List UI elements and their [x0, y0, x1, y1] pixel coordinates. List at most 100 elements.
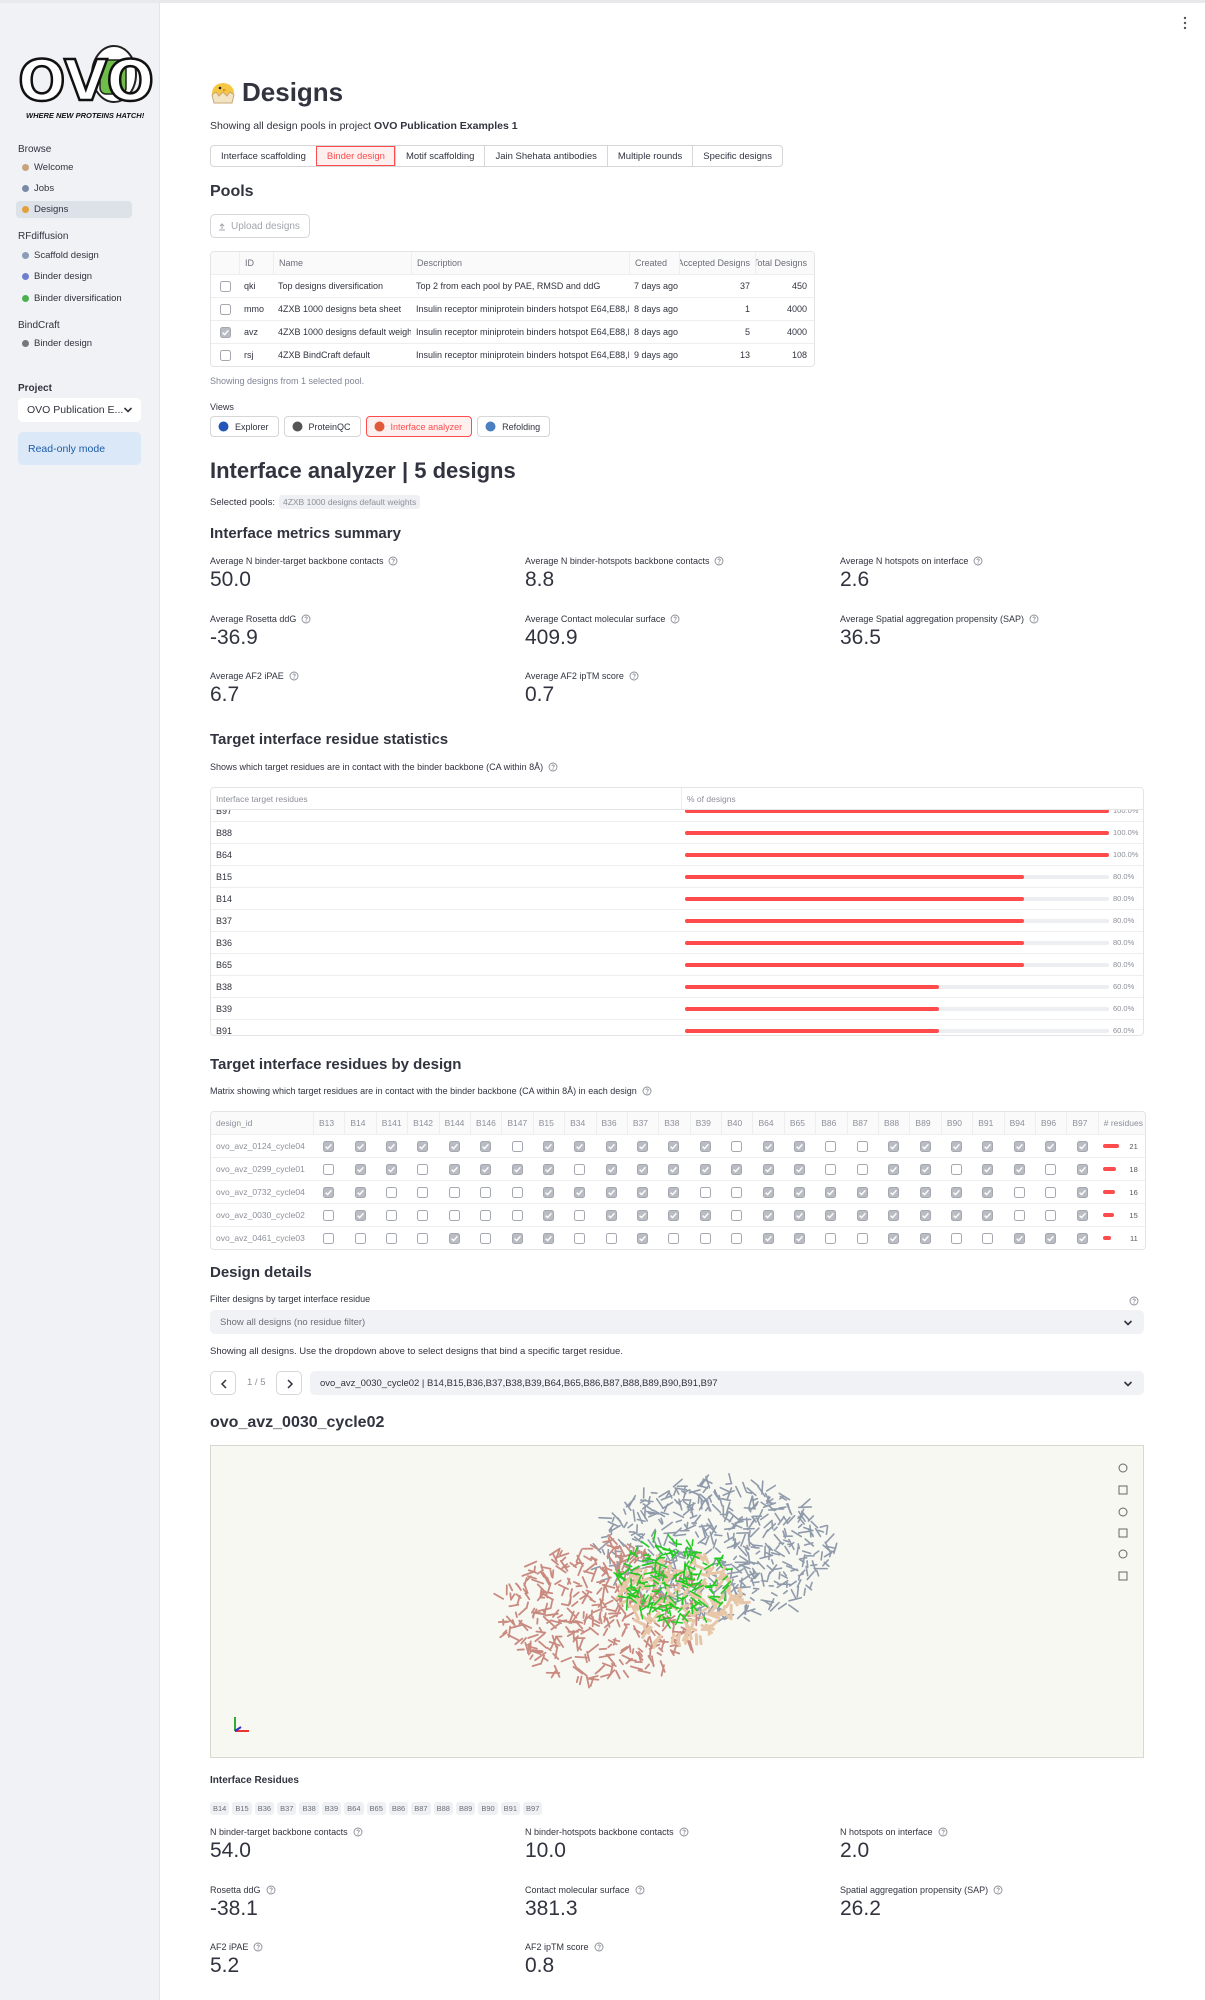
pool-tab[interactable]: Binder design [315, 146, 395, 166]
checkbox[interactable] [323, 1209, 335, 1221]
checkbox[interactable] [982, 1186, 994, 1198]
checkbox[interactable] [699, 1209, 711, 1221]
pool-tab[interactable]: Jain Shehata antibodies [484, 146, 606, 166]
checkbox[interactable] [919, 1186, 931, 1198]
nav-item[interactable]: Binder diversification [16, 290, 132, 307]
nav-item[interactable]: Designs [16, 201, 132, 218]
checkbox[interactable] [856, 1140, 868, 1152]
checkbox[interactable] [668, 1209, 680, 1221]
column-header[interactable]: Total Designs [755, 252, 812, 274]
checkbox[interactable] [542, 1140, 554, 1152]
checkbox[interactable] [480, 1163, 492, 1175]
checkbox[interactable] [605, 1140, 617, 1152]
checkbox[interactable] [951, 1140, 962, 1152]
pool-tab[interactable]: Specific designs [692, 146, 782, 166]
viewer-tool[interactable] [1117, 1462, 1129, 1474]
checkbox[interactable] [417, 1232, 429, 1244]
checkbox[interactable] [762, 1209, 774, 1221]
checkbox[interactable] [888, 1232, 900, 1244]
checkbox[interactable] [1013, 1209, 1025, 1221]
checkbox[interactable] [511, 1186, 523, 1198]
filter-select[interactable]: Show all designs (no residue filter) [210, 1310, 1144, 1334]
checkbox[interactable] [888, 1163, 900, 1175]
checkbox[interactable] [699, 1140, 711, 1152]
checkbox[interactable] [219, 349, 231, 361]
column-header[interactable]: ID [239, 252, 273, 274]
checkbox[interactable] [605, 1209, 617, 1221]
checkbox[interactable] [323, 1140, 335, 1152]
checkbox[interactable] [219, 303, 231, 315]
checkbox[interactable] [731, 1186, 743, 1198]
checkbox[interactable] [1045, 1232, 1057, 1244]
checkbox[interactable] [1013, 1140, 1025, 1152]
checkbox[interactable] [417, 1163, 429, 1175]
nav-item[interactable]: Scaffold design [16, 247, 132, 264]
checkbox[interactable] [448, 1163, 460, 1175]
upload-button[interactable]: Upload designs [210, 214, 310, 238]
checkbox[interactable] [1013, 1232, 1025, 1244]
checkbox[interactable] [1045, 1209, 1057, 1221]
checkbox[interactable] [951, 1186, 962, 1198]
viewer-tool[interactable] [1117, 1570, 1129, 1582]
checkbox[interactable] [542, 1186, 554, 1198]
pools-row[interactable]: rsj 4ZXB BindCraft default Insulin recepto… [211, 343, 814, 366]
view-button[interactable]: Interface analyzer [365, 416, 473, 437]
checkbox[interactable] [448, 1186, 460, 1198]
checkbox[interactable] [794, 1186, 806, 1198]
checkbox[interactable] [731, 1140, 743, 1152]
checkbox[interactable] [668, 1186, 680, 1198]
checkbox[interactable] [1076, 1140, 1088, 1152]
checkbox[interactable] [951, 1232, 962, 1244]
checkbox[interactable] [574, 1140, 586, 1152]
checkbox[interactable] [637, 1163, 649, 1175]
column-header[interactable]: Created [629, 252, 679, 274]
checkbox[interactable] [354, 1140, 366, 1152]
checkbox[interactable] [219, 326, 231, 338]
checkbox[interactable] [762, 1140, 774, 1152]
menu-icon[interactable] [1182, 16, 1188, 30]
pools-row[interactable]: qki Top designs diversification Top 2 from… [211, 274, 814, 297]
next-button[interactable] [276, 1371, 302, 1395]
prev-button[interactable] [210, 1371, 236, 1395]
checkbox[interactable] [1013, 1163, 1025, 1175]
checkbox[interactable] [354, 1186, 366, 1198]
checkbox[interactable] [574, 1163, 586, 1175]
checkbox[interactable] [762, 1186, 774, 1198]
viewer-tool[interactable] [1117, 1527, 1129, 1539]
checkbox[interactable] [919, 1163, 931, 1175]
view-button[interactable]: ProteinQC [283, 416, 361, 437]
checkbox[interactable] [605, 1163, 617, 1175]
checkbox[interactable] [1013, 1186, 1025, 1198]
checkbox[interactable] [1045, 1163, 1057, 1175]
checkbox[interactable] [982, 1140, 994, 1152]
checkbox[interactable] [825, 1163, 837, 1175]
checkbox[interactable] [888, 1140, 900, 1152]
checkbox[interactable] [385, 1163, 397, 1175]
structure-viewer[interactable] [210, 1445, 1144, 1758]
checkbox[interactable] [480, 1209, 492, 1221]
checkbox[interactable] [1076, 1163, 1088, 1175]
checkbox[interactable] [825, 1232, 837, 1244]
checkbox[interactable] [542, 1232, 554, 1244]
checkbox[interactable] [511, 1232, 523, 1244]
checkbox[interactable] [354, 1209, 366, 1221]
checkbox[interactable] [417, 1209, 429, 1221]
checkbox[interactable] [637, 1140, 649, 1152]
checkbox[interactable] [637, 1232, 649, 1244]
checkbox[interactable] [951, 1163, 962, 1175]
nav-item[interactable]: Jobs [16, 180, 132, 197]
pool-tab[interactable]: Motif scaffolding [394, 146, 484, 166]
checkbox[interactable] [825, 1186, 837, 1198]
checkbox[interactable] [794, 1163, 806, 1175]
checkbox[interactable] [1076, 1209, 1088, 1221]
checkbox[interactable] [385, 1186, 397, 1198]
checkbox[interactable] [856, 1186, 868, 1198]
nav-item[interactable]: Binder design [16, 268, 132, 285]
checkbox[interactable] [794, 1232, 806, 1244]
checkbox[interactable] [668, 1163, 680, 1175]
checkbox[interactable] [574, 1232, 586, 1244]
design-select[interactable]: ovo_avz_0030_cycle02 | B14,B15,B36,B37,B… [310, 1371, 1144, 1395]
column-header[interactable]: Accepted Designs [679, 252, 755, 274]
checkbox[interactable] [1076, 1232, 1088, 1244]
view-button[interactable]: Explorer [210, 416, 279, 437]
